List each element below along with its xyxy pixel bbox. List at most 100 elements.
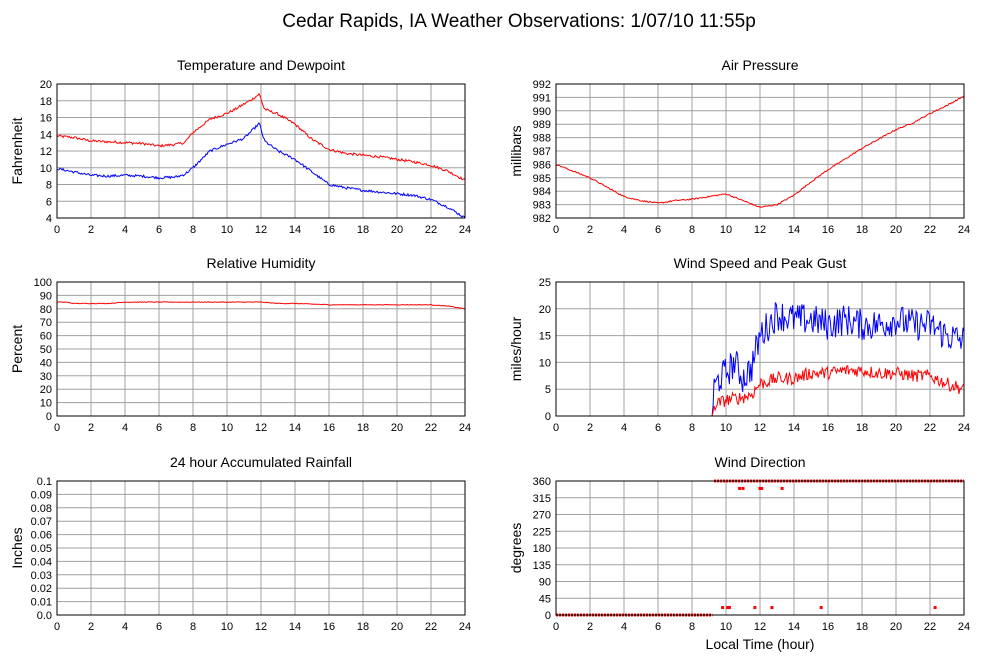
y-tick-label: 991 <box>533 92 551 104</box>
direction-point <box>753 606 757 610</box>
y-tick-label: 0.01 <box>31 597 52 609</box>
x-tick-label: 20 <box>890 621 902 633</box>
x-tick-label: 6 <box>156 224 162 236</box>
x-tick-label: 12 <box>255 224 267 236</box>
direction-point <box>760 486 764 490</box>
x-tick-label: 4 <box>122 224 128 236</box>
chart-title: Wind Direction <box>714 454 805 470</box>
x-tick-label: 6 <box>655 224 661 236</box>
y-tick-label: 40 <box>40 357 52 369</box>
x-tick-label: 10 <box>720 621 732 633</box>
y-tick-label: 270 <box>533 510 551 522</box>
y-tick-label: 20 <box>539 304 551 316</box>
x-tick-label: 8 <box>190 422 196 434</box>
y-tick-label: 20 <box>40 384 52 396</box>
x-tick-label: 14 <box>788 224 800 236</box>
x-tick-label: 0 <box>553 224 559 236</box>
y-tick-label: 180 <box>533 543 551 555</box>
x-tick-label: 16 <box>822 224 834 236</box>
direction-point <box>721 606 725 610</box>
x-tick-label: 24 <box>459 224 471 236</box>
x-tick-label: 20 <box>890 422 902 434</box>
series-line-0 <box>56 92 466 181</box>
y-tick-label: 14 <box>40 129 52 141</box>
x-tick-label: 22 <box>924 422 936 434</box>
x-tick-label: 12 <box>255 621 267 633</box>
direction-point <box>738 486 742 490</box>
x-tick-label: 12 <box>754 422 766 434</box>
y-axis-label: Inches <box>9 527 25 568</box>
x-tick-label: 24 <box>459 621 471 633</box>
x-axis-label: Local Time (hour) <box>706 636 815 652</box>
y-tick-label: 0 <box>545 411 551 423</box>
x-tick-label: 18 <box>357 422 369 434</box>
x-tick-label: 0 <box>54 621 60 633</box>
x-tick-label: 12 <box>255 422 267 434</box>
y-tick-label: 0.06 <box>31 530 52 542</box>
direction-point <box>780 486 784 490</box>
x-tick-label: 12 <box>754 621 766 633</box>
y-tick-label: 135 <box>533 560 551 572</box>
chart-title: Relative Humidity <box>207 255 316 271</box>
y-tick-label: 8 <box>46 180 52 192</box>
y-tick-label: 15 <box>539 331 551 343</box>
x-tick-label: 24 <box>958 422 970 434</box>
x-tick-label: 0 <box>553 621 559 633</box>
x-tick-label: 22 <box>425 422 437 434</box>
y-tick-label: 90 <box>40 290 52 302</box>
y-tick-label: 4 <box>46 213 52 225</box>
x-tick-label: 14 <box>788 621 800 633</box>
y-tick-label: 0.07 <box>31 516 52 528</box>
y-tick-label: 0.1 <box>37 476 52 488</box>
y-tick-label: 70 <box>40 317 52 329</box>
x-tick-label: 18 <box>856 621 868 633</box>
series-line-0 <box>555 95 965 208</box>
y-tick-label: 0.09 <box>31 489 52 501</box>
y-tick-label: 984 <box>533 186 551 198</box>
x-tick-label: 14 <box>289 621 301 633</box>
x-tick-label: 10 <box>221 621 233 633</box>
x-tick-label: 22 <box>425 224 437 236</box>
y-tick-label: 0.08 <box>31 503 52 515</box>
x-tick-label: 4 <box>122 621 128 633</box>
y-tick-label: 90 <box>539 577 551 589</box>
y-tick-label: 982 <box>533 213 551 225</box>
y-tick-label: 0.03 <box>31 570 52 582</box>
x-tick-label: 2 <box>587 621 593 633</box>
x-tick-label: 2 <box>88 422 94 434</box>
y-tick-label: 16 <box>40 113 52 125</box>
y-axis-label: miles/hour <box>508 316 524 381</box>
y-tick-label: 10 <box>40 163 52 175</box>
y-tick-label: 0 <box>545 610 551 622</box>
y-axis-label: Fahrenheit <box>9 117 25 184</box>
y-tick-label: 0.02 <box>31 583 52 595</box>
x-tick-label: 8 <box>689 621 695 633</box>
plot-frame <box>555 281 965 417</box>
y-tick-label: 0 <box>46 411 52 423</box>
x-tick-label: 18 <box>357 224 369 236</box>
x-tick-label: 12 <box>754 224 766 236</box>
x-tick-label: 0 <box>54 224 60 236</box>
y-tick-label: 988 <box>533 133 551 145</box>
y-tick-label: 10 <box>40 398 52 410</box>
x-tick-label: 6 <box>156 621 162 633</box>
y-tick-label: 225 <box>533 526 551 538</box>
direction-point <box>819 606 823 610</box>
x-tick-label: 22 <box>924 224 936 236</box>
y-tick-label: 80 <box>40 304 52 316</box>
y-tick-label: 50 <box>40 344 52 356</box>
plot-frame <box>56 480 466 616</box>
y-tick-label: 360 <box>533 476 551 488</box>
y-tick-label: 987 <box>533 146 551 158</box>
x-tick-label: 18 <box>357 621 369 633</box>
x-tick-label: 4 <box>621 224 627 236</box>
y-tick-label: 12 <box>40 146 52 158</box>
x-tick-label: 10 <box>720 422 732 434</box>
y-tick-label: 6 <box>46 196 52 208</box>
